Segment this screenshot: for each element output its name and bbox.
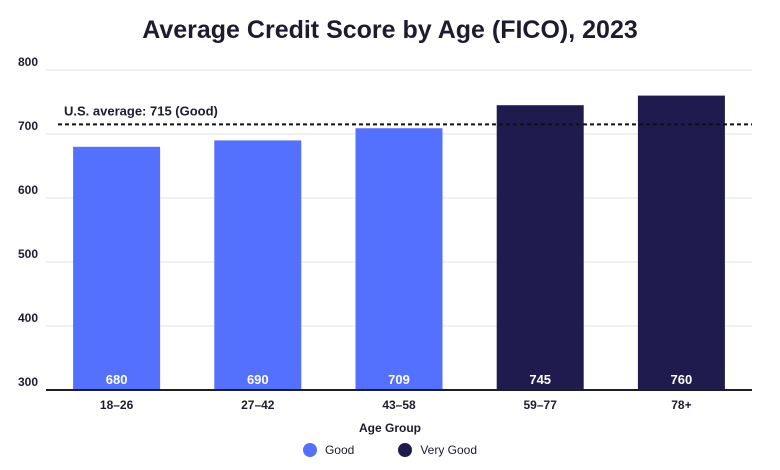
y-tick-label: 600 [18,183,38,197]
legend-label-very-good: Very Good [420,443,478,457]
legend-item-very-good: Very Good [398,443,477,457]
data-labels: 680 690 709 745 760 [106,372,693,387]
legend-item-good: Good [302,443,355,457]
axes: 300 400 500 600 700 800 18–26 27–42 43–58 59–77 78… [18,55,752,412]
data-label: 760 [671,372,693,387]
reference-line-label: U.S. average: 715 (Good) [64,103,218,118]
y-tick-label: 500 [18,247,38,261]
bar-2 [214,140,302,390]
x-tick-label: 59–77 [524,398,558,412]
x-tick-label: 18–26 [100,398,134,412]
y-tick-label: 300 [18,375,38,389]
reference-line-group: U.S. average: 715 (Good) [58,103,752,126]
legend-label-good: Good [324,443,355,457]
x-tick-label: 78+ [671,398,691,412]
y-tick-label: 800 [18,55,38,69]
bar-4 [496,105,584,390]
y-tick-label: 400 [18,311,38,325]
chart-title: Average Credit Score by Age (FICO), 2023 [142,16,638,44]
data-label: 690 [247,372,269,387]
bar-5 [637,95,725,390]
x-tick-label: 27–42 [241,398,275,412]
legend-swatch-good [302,443,317,457]
data-label: 680 [106,372,128,387]
x-axis-title: Age Group [359,421,421,435]
plot-area: 680 690 709 745 760 300 400 500 600 700 800 18–26 2… [18,55,752,412]
legend-swatch-very-good [398,443,413,457]
data-label: 745 [529,372,551,387]
bar-1 [73,146,161,390]
x-tick-label: 43–58 [382,398,416,412]
legend: Good Very Good [0,443,780,457]
bars [73,95,725,391]
y-tick-label: 700 [18,119,38,133]
data-label: 709 [388,372,410,387]
bar-3 [355,128,443,391]
